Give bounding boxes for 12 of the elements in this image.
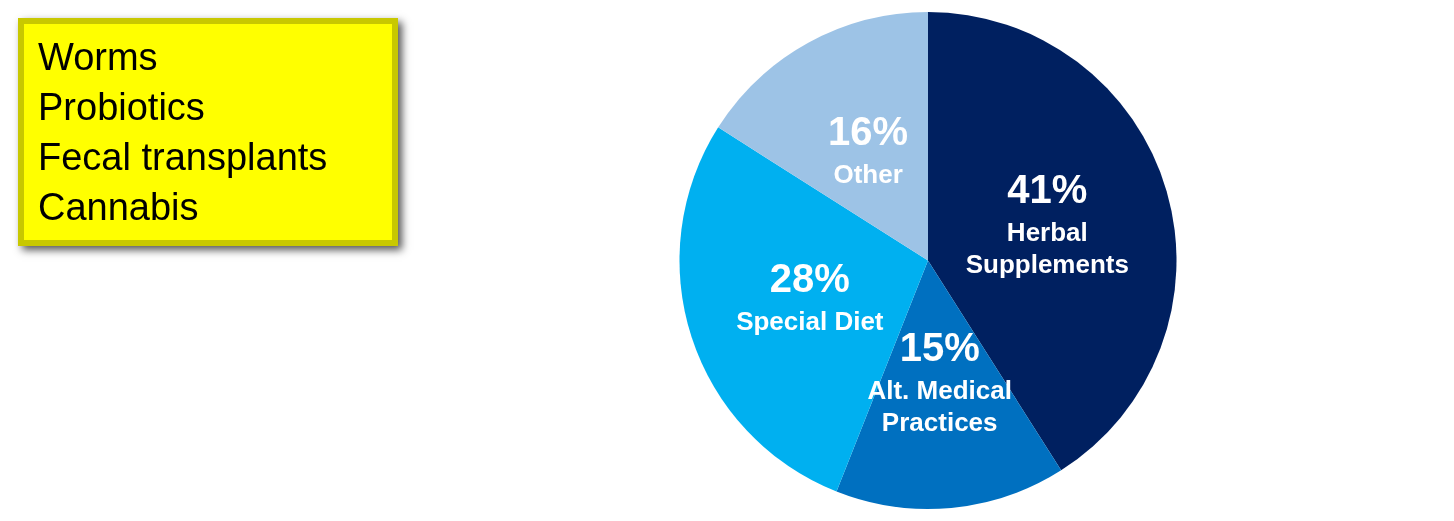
text: Fecal transplants: [38, 135, 329, 180]
slice-label: Herbal Supplements: [965, 217, 1129, 280]
slice-label: Other: [833, 158, 903, 189]
text: Probiotics: [38, 85, 206, 130]
slice-label: Alt. Medical Practices: [867, 375, 1012, 438]
data-label: 41%: [1007, 166, 1088, 211]
text: Cannabis: [38, 185, 200, 230]
slice-label: Special Diet: [736, 306, 884, 337]
data-label: 15%: [899, 325, 980, 370]
data-label: 28%: [769, 255, 850, 300]
data-label: 16%: [828, 108, 909, 153]
text: Worms: [38, 35, 159, 80]
